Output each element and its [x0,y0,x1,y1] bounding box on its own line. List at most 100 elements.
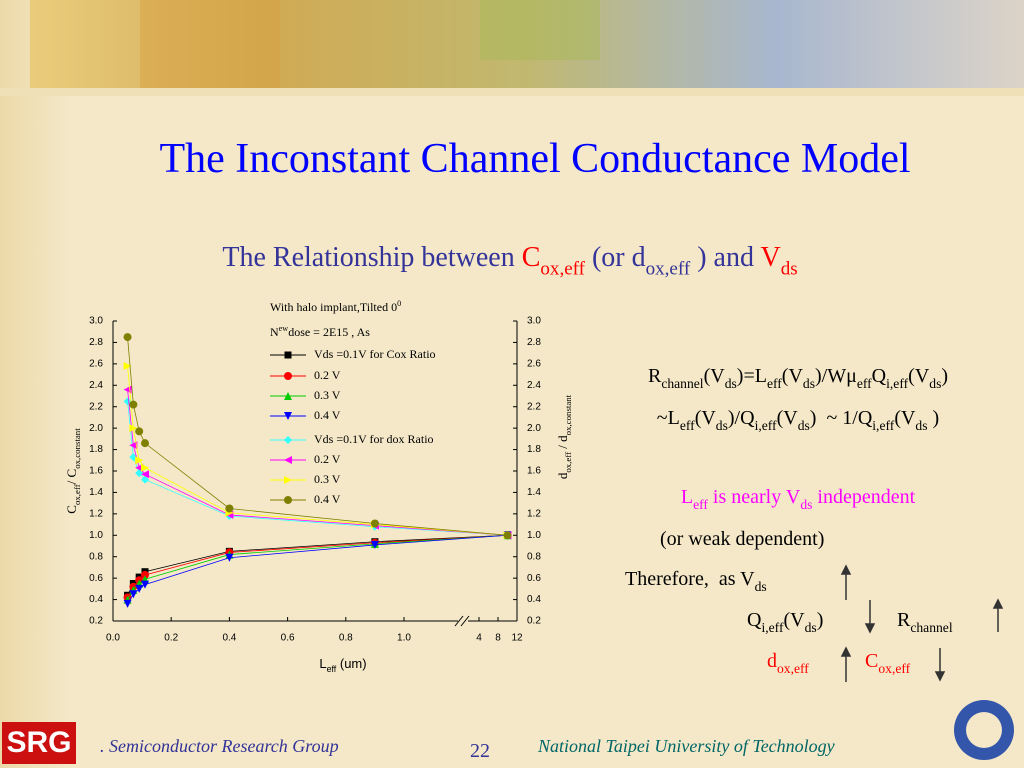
text-run: (V [908,365,930,387]
text-run: ox,eff [540,258,585,279]
text-run: (V [695,407,717,429]
marker [129,590,138,599]
marker [503,531,512,540]
marker [141,570,150,579]
marker [129,424,138,433]
text-run: channel [661,376,703,391]
text-run: independent [812,486,915,508]
text-run: is nearly V [708,486,801,508]
legend-label: 0.3 V [314,472,341,486]
y-tick-label: 2.0 [527,423,541,434]
logo: SRG [6,726,71,759]
text-run: Q [872,365,887,387]
y-tick-label: 3.0 [89,316,103,327]
y-tick-label: 2.6 [527,358,541,369]
equation: ~Leff(Vds)/Qi,eff(Vds) ~ 1/Qi,eff(Vds ) [657,407,939,433]
text-run: ox,eff [646,258,691,279]
chart: 0.0 0.2 0.4 0.6 0.8 1.0 4 8 120.20.40.60.81.01.2… [64,299,573,674]
arrow-head [840,564,852,575]
slide-title: The Inconstant Channel Conductance Model [159,136,910,182]
legend-label: Vds =0.1V for dox Ratio [314,432,434,446]
y-tick-label: 0.4 [527,594,541,605]
text-run: N [270,325,279,339]
marker [123,397,132,406]
text-run: V [760,242,780,273]
text-run: ds [929,376,941,391]
arrow-head [992,598,1004,609]
legend-label: 0.4 V [314,492,341,506]
y-tick-label: 1.8 [89,444,103,455]
axis-break-gap [458,617,468,625]
arrow-head [864,623,876,634]
note: Therefore, as Vds [625,568,767,594]
x-tick-label: 0.4 [222,633,236,644]
marker [123,599,132,608]
text-run: eff [693,497,708,512]
text-run: ox,constant [72,428,82,469]
text-run: (V [704,365,726,387]
x-tick-label: 0.2 [164,633,178,644]
axis-break [460,615,470,627]
text-run: The Relationship between [222,242,521,273]
marker [141,475,150,484]
marker [370,540,379,549]
text-run: With halo implant,Tilted 0 [270,300,397,314]
marker [225,553,234,562]
text-run: R [897,609,911,631]
y-tick-label: 2.4 [89,380,103,391]
marker [135,584,144,593]
y-tick-label: 1.6 [527,466,541,477]
y-tick-label: 2.8 [527,337,541,348]
marker [129,400,138,409]
y-tick-label: 2.2 [527,401,541,412]
text-run: i,eff [755,418,777,433]
arrow-head [840,646,852,657]
text-run: eff [857,376,872,391]
y-tick-label: 1.0 [527,530,541,541]
y-tick-label: 0.6 [527,573,541,584]
text-run: (or d [585,242,646,273]
marker [370,519,379,528]
y-tick-label: 1.6 [89,466,103,477]
text-run: ) ~ 1/Q [810,407,873,429]
text-run: ds [803,376,815,391]
text-run: C [522,242,541,273]
note: Qi,eff(Vds) [747,609,823,635]
y-tick-label: 1.8 [527,444,541,455]
annotation: Newdose = 2E15 , As [270,324,370,339]
text-run: ds [805,620,817,635]
y-tick-label: 3.0 [527,316,541,327]
y-tick-label: 0.2 [89,616,103,627]
text-run: ) [928,407,940,429]
x-tick-label: 0.8 [339,633,353,644]
legend-marker [284,372,292,380]
x-axis-label: Leff (um) [319,656,366,674]
text-run: ) and [690,242,760,273]
page-number: 22 [470,740,490,762]
text-run: / C [64,469,79,485]
text-run: ds [800,497,812,512]
banner-edge [0,88,1024,96]
text-run: ds [915,418,927,433]
text-run: dose = 2E15 , As [288,325,370,339]
text-run: ox,eff [563,452,573,473]
text-run: ox,eff [72,484,82,505]
text-run: d [555,472,570,479]
x-tick-label: 1.0 [397,633,411,644]
y-tick-label: 1.4 [89,487,103,498]
x-tick-label: 0.0 [106,633,120,644]
legend-label: 0.3 V [314,388,341,402]
text-run: ds [798,418,810,433]
marker [225,504,234,513]
text-run: )/Wμ [815,365,857,387]
text-run: ds [781,258,798,279]
text-run: / d [555,435,570,452]
text-run: channel [910,620,952,635]
legend-label: 0.4 V [314,408,341,422]
marker [135,456,144,465]
marker [141,439,150,448]
subtitle: The Relationship between Cox,eff (or dox… [222,242,797,279]
text-run: ox,eff [777,661,809,676]
